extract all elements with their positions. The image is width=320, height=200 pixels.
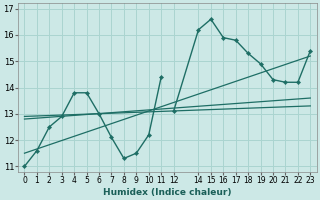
X-axis label: Humidex (Indice chaleur): Humidex (Indice chaleur) [103, 188, 232, 197]
